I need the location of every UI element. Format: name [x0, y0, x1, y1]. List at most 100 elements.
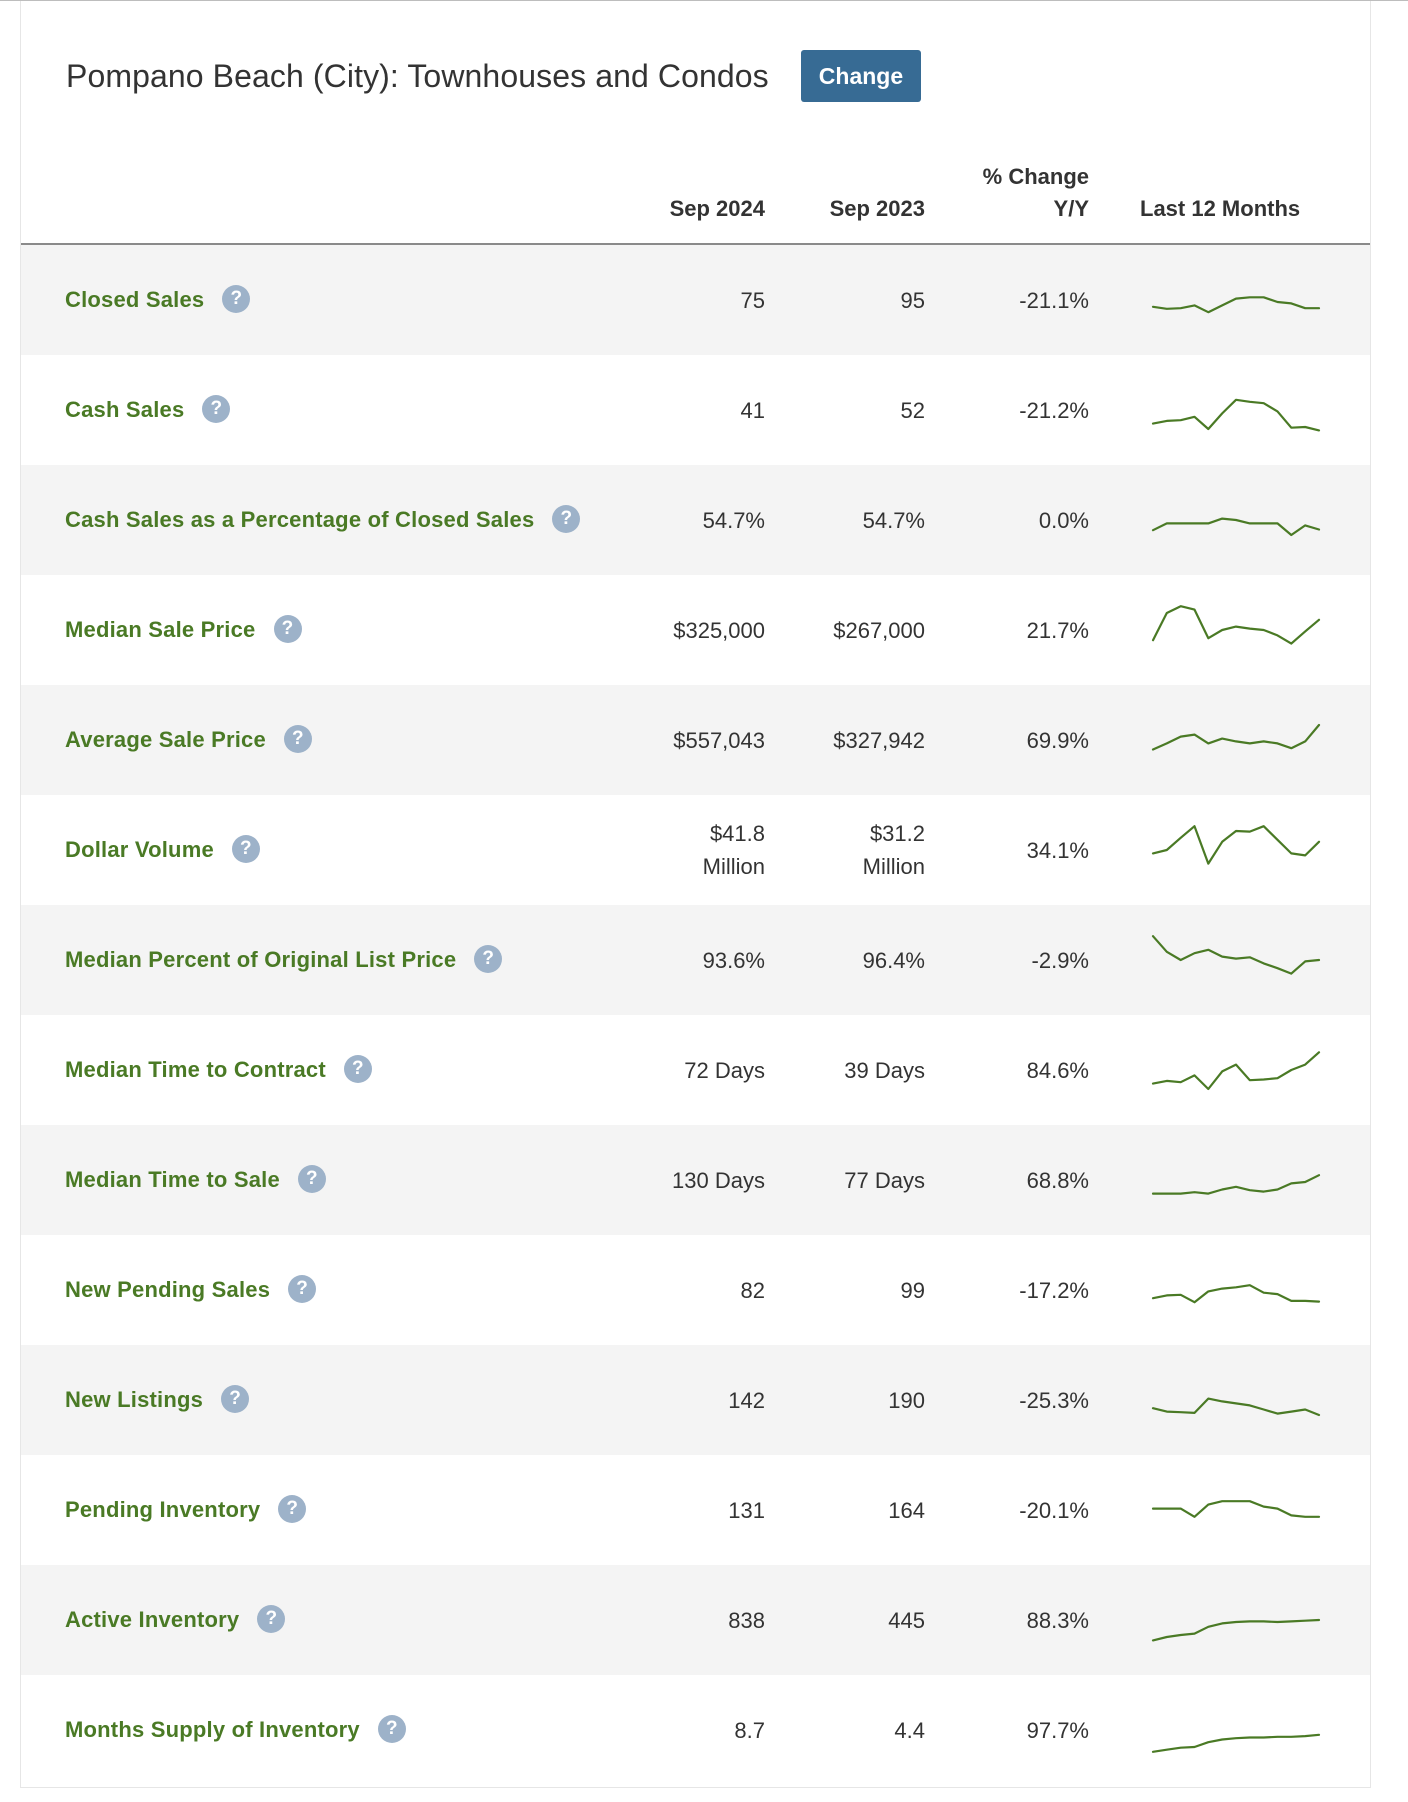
table-row: New Pending Sales? 82 99 -17.2% — [21, 1235, 1370, 1345]
value-change: -2.9% — [1031, 947, 1089, 973]
table-row: Active Inventory? 838 445 88.3% — [21, 1565, 1370, 1675]
metric-label-group: New Pending Sales? — [65, 1273, 317, 1307]
table-row: Median Percent of Original List Price? 93… — [21, 905, 1370, 1015]
value-previous: $327,942 — [833, 727, 925, 753]
value-change: 88.3% — [1026, 1607, 1089, 1633]
table-row: Closed Sales? 75 95 -21.1% — [21, 245, 1370, 355]
column-header-trend: Last 12 Months — [1140, 196, 1301, 221]
metric-cell: Median Time to Contract? — [65, 1015, 585, 1125]
metric-label: Median Sale Price — [65, 617, 256, 642]
value-previous: 77 Days — [844, 1167, 925, 1193]
value-current: 82 — [740, 1277, 765, 1303]
value-previous: 164 — [888, 1497, 925, 1523]
value-previous: 39 Days — [844, 1057, 925, 1083]
sparkline-path — [1151, 825, 1321, 865]
sparkline-path — [1151, 1051, 1321, 1091]
help-icon[interactable]: ? — [343, 1055, 372, 1084]
help-icon[interactable]: ? — [273, 615, 302, 644]
help-icon[interactable]: ? — [257, 1605, 286, 1634]
value-change: -17.2% — [1019, 1277, 1089, 1303]
sparkline-path — [1151, 1500, 1321, 1518]
metric-label-group: Dollar Volume? — [65, 833, 260, 867]
help-icon[interactable]: ? — [552, 505, 581, 534]
help-icon[interactable]: ? — [222, 285, 251, 314]
sparkline — [1151, 1733, 1321, 1753]
help-icon[interactable]: ? — [202, 395, 231, 424]
sparkline — [1151, 1051, 1321, 1091]
table-row: New Listings? 142 190 -25.3% — [21, 1345, 1370, 1455]
metric-label-group: New Listings? — [65, 1383, 250, 1417]
metric-cell: Months Supply of Inventory? — [65, 1675, 585, 1785]
sparkline — [1151, 296, 1321, 314]
sparkline-path — [1151, 1284, 1321, 1304]
value-current: 75 — [740, 287, 765, 313]
value-change: -21.2% — [1019, 397, 1089, 423]
help-icon[interactable]: ? — [377, 1715, 406, 1744]
metric-label-group: Median Time to Contract? — [65, 1053, 372, 1087]
metric-label-group: Median Percent of Original List Price? — [65, 943, 503, 977]
help-icon[interactable]: ? — [278, 1495, 307, 1524]
table-row: Median Time to Sale? 130 Days 77 Days 68.8% — [21, 1125, 1370, 1235]
value-previous: 95 — [900, 287, 925, 313]
metric-label-group: Pending Inventory? — [65, 1493, 307, 1527]
value-current: $325,000 — [673, 617, 765, 643]
value-change: 84.6% — [1026, 1057, 1089, 1083]
metric-label: Dollar Volume — [65, 837, 214, 862]
value-previous: 99 — [900, 1277, 925, 1303]
value-current: 41 — [740, 397, 765, 423]
table-row: Median Sale Price? $325,000 $267,000 21.7% — [21, 575, 1370, 685]
metric-label: Active Inventory — [65, 1607, 240, 1632]
table-row: Pending Inventory? 131 164 -20.1% — [21, 1455, 1370, 1565]
value-previous: 96.4% — [862, 947, 925, 973]
metric-cell: Closed Sales? — [65, 245, 585, 355]
metric-label: Cash Sales as a Percentage of Closed Sal… — [65, 507, 535, 532]
help-icon[interactable]: ? — [288, 1275, 317, 1304]
metric-label-group: Closed Sales? — [65, 283, 251, 317]
metric-cell: Median Time to Sale? — [65, 1125, 585, 1235]
column-header-change-line1: % Change — [982, 164, 1089, 189]
value-change: -20.1% — [1019, 1497, 1089, 1523]
value-change: 0.0% — [1038, 507, 1089, 533]
help-icon[interactable]: ? — [231, 835, 260, 864]
metric-label-group: Median Sale Price? — [65, 613, 302, 647]
sparkline — [1151, 1618, 1321, 1642]
table-row: Dollar Volume? $41.8 Million $31.2 Million… — [21, 795, 1370, 905]
value-current: 130 Days — [672, 1167, 765, 1193]
metric-label: New Pending Sales — [65, 1277, 271, 1302]
value-current: 8.7 — [734, 1717, 765, 1743]
metric-cell: Pending Inventory? — [65, 1455, 585, 1565]
help-icon[interactable]: ? — [474, 945, 503, 974]
help-icon[interactable]: ? — [283, 725, 312, 754]
metric-cell: Median Sale Price? — [65, 575, 585, 685]
value-change: 97.7% — [1026, 1717, 1089, 1743]
market-stats-panel: Pompano Beach (City): Townhouses and Con… — [20, 1, 1371, 1788]
metric-label: Median Time to Contract — [65, 1057, 326, 1082]
metric-label: Months Supply of Inventory — [65, 1717, 360, 1742]
table-row: Cash Sales? 41 52 -21.2% — [21, 355, 1370, 465]
sparkline-path — [1151, 1397, 1321, 1417]
value-previous: 54.7% — [862, 507, 925, 533]
help-icon[interactable]: ? — [221, 1385, 250, 1414]
metric-label: New Listings — [65, 1387, 204, 1412]
metric-cell: New Listings? — [65, 1345, 585, 1455]
value-current: 72 Days — [684, 1057, 765, 1083]
help-icon[interactable]: ? — [297, 1165, 326, 1194]
sparkline — [1151, 398, 1321, 432]
value-previous: 445 — [888, 1607, 925, 1633]
top-rule — [0, 0, 1408, 1]
metric-cell: New Pending Sales? — [65, 1235, 585, 1345]
metric-label-group: Median Time to Sale? — [65, 1163, 326, 1197]
sparkline-path — [1151, 398, 1321, 432]
value-current: 93.6% — [702, 947, 765, 973]
sparkline-path — [1151, 935, 1321, 975]
metric-label-group: Cash Sales as a Percentage of Closed Sal… — [65, 503, 581, 537]
sparkline — [1151, 935, 1321, 975]
sparkline — [1151, 1284, 1321, 1304]
column-header-change-line2: Y/Y — [1053, 196, 1089, 221]
sparkline — [1151, 825, 1321, 865]
sparkline-path — [1151, 296, 1321, 314]
value-current: 54.7% — [702, 507, 765, 533]
value-previous: $31.2 Million — [862, 821, 925, 879]
change-button[interactable]: Change — [800, 50, 922, 102]
value-change: 69.9% — [1026, 727, 1089, 753]
